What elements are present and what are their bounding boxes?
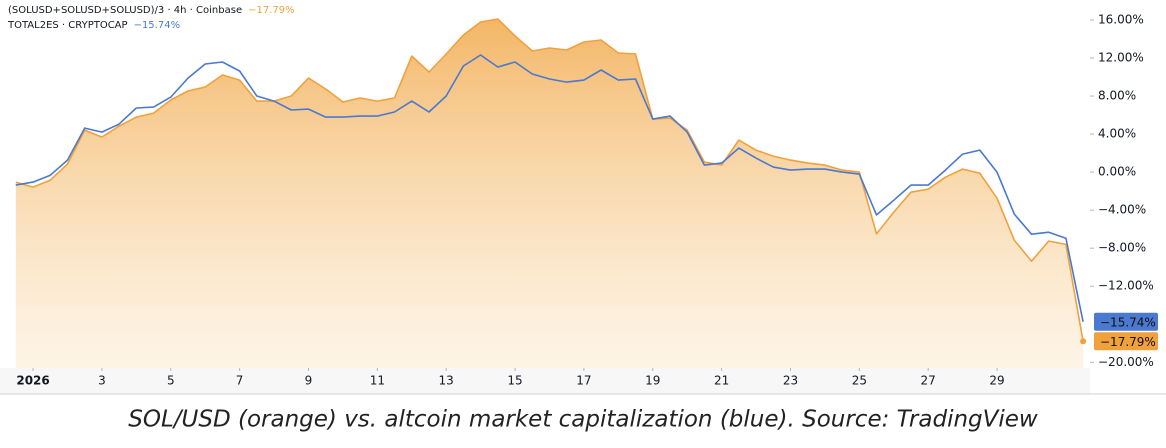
y-tick-label: −12.00% [1098,279,1154,293]
price-tag [1094,332,1158,351]
x-tick-label: 17 [576,374,591,388]
x-tick-label: 7 [236,374,244,388]
x-tick-label: 13 [439,374,454,388]
x-axis-strip [0,368,1090,394]
y-tick-label: 12.00% [1098,51,1144,65]
price-tag-label: −17.79% [1100,335,1156,349]
x-tick-label: 21 [714,374,729,388]
legend-value: −15.74% [134,20,181,31]
x-tick-label: 3 [98,374,106,388]
caption: SOL/USD (orange) vs. altcoin market capi… [128,407,1038,433]
x-tick-label: 5 [167,374,175,388]
y-tick-label: 0.00% [1098,165,1136,179]
line [15,54,1084,322]
plot-area [15,18,1084,368]
legend-name: (SOLUSD+SOLUSD+SOLUSD)/3 · 4h · Coinbase [8,5,242,16]
x-tick-label: 11 [370,374,385,388]
price-tag-label: −15.74% [1100,315,1156,329]
y-tick-label: −4.00% [1098,203,1146,217]
legend-name: TOTAL2ES · CRYPTOCAP [7,20,128,31]
axes: 16.00% 12.00% 8.00% 4.00% 0.00% −4.00% −8.00% −… [16,12,1158,388]
x-tick-label: 19 [645,374,660,388]
x-tick-label: 25 [852,374,867,388]
legend: (SOLUSD+SOLUSD+SOLUSD)/3 · 4h · Coinbase… [7,5,295,31]
y-tick-label: 4.00% [1098,127,1136,141]
x-tick-label: 23 [783,374,798,388]
y-tick-label: −8.00% [1098,241,1146,255]
x-tick-label: 29 [989,374,1004,388]
line [15,18,1084,342]
x-tick-label: 2026 [16,374,49,388]
y-tick-label: 16.00% [1098,12,1144,26]
area [15,19,1084,368]
y-tick-label: −20.00% [1098,355,1154,369]
y-tick-label: 8.00% [1098,89,1136,103]
price-tag [1094,312,1158,331]
legend-value: −17.79% [248,5,295,16]
x-tick-label: 15 [507,374,522,388]
x-tick-label: 27 [921,374,936,388]
last-point [1080,338,1087,345]
x-tick-label: 9 [305,374,313,388]
